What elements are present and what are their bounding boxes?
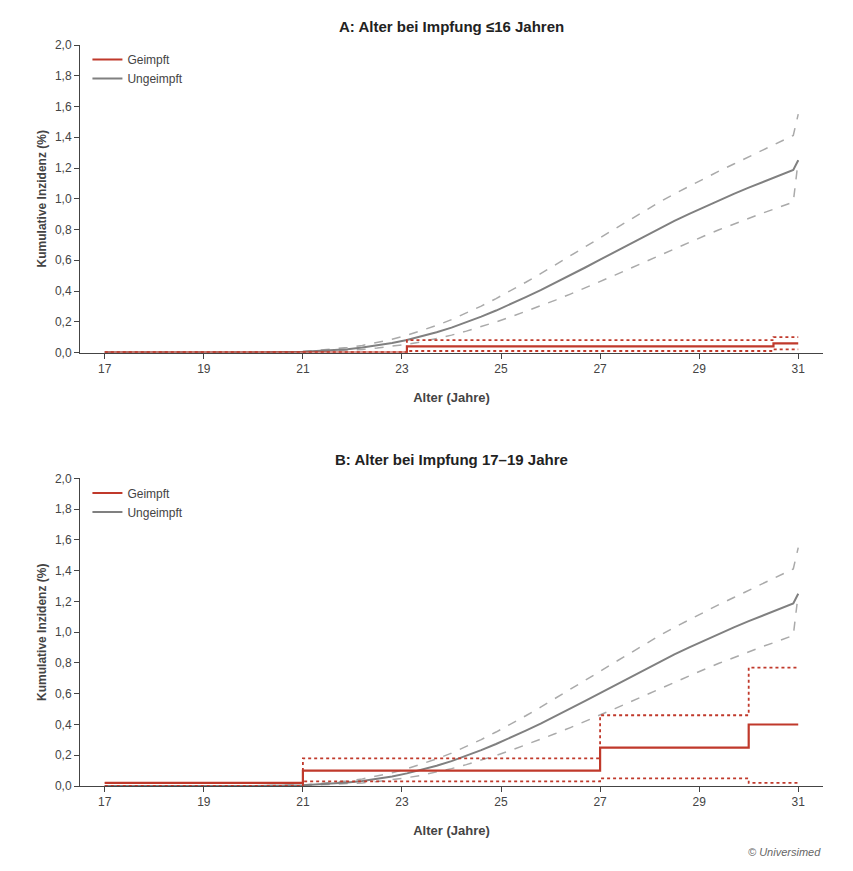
svg-text:0,8: 0,8 <box>55 656 72 670</box>
svg-text:21: 21 <box>296 795 310 809</box>
svg-text:1,6: 1,6 <box>55 100 72 114</box>
svg-text:1,8: 1,8 <box>55 502 72 516</box>
svg-text:1,4: 1,4 <box>55 130 72 144</box>
svg-text:1,0: 1,0 <box>55 192 72 206</box>
svg-text:Geimpft: Geimpft <box>127 53 170 67</box>
svg-text:© Universimed: © Universimed <box>748 846 821 858</box>
svg-text:0,0: 0,0 <box>55 779 72 793</box>
svg-text:1,8: 1,8 <box>55 69 72 83</box>
svg-text:A: Alter bei Impfung ≤16 Jahre: A: Alter bei Impfung ≤16 Jahren <box>339 18 564 35</box>
svg-text:27: 27 <box>593 795 607 809</box>
svg-text:Kumulative Inzidenz (%): Kumulative Inzidenz (%) <box>35 130 49 267</box>
svg-text:17: 17 <box>98 362 112 376</box>
svg-text:0,0: 0,0 <box>55 346 72 360</box>
svg-text:1,0: 1,0 <box>55 625 72 639</box>
svg-text:1,4: 1,4 <box>55 564 72 578</box>
svg-text:25: 25 <box>494 795 508 809</box>
svg-text:0,8: 0,8 <box>55 223 72 237</box>
svg-text:Ungeimpft: Ungeimpft <box>127 72 182 86</box>
svg-text:Alter (Jahre): Alter (Jahre) <box>413 390 490 405</box>
svg-text:29: 29 <box>692 795 706 809</box>
svg-text:27: 27 <box>593 362 607 376</box>
svg-text:1,6: 1,6 <box>55 533 72 547</box>
svg-text:0,2: 0,2 <box>55 748 72 762</box>
svg-text:31: 31 <box>792 795 806 809</box>
svg-text:17: 17 <box>98 795 112 809</box>
svg-text:19: 19 <box>197 362 211 376</box>
svg-text:0,4: 0,4 <box>55 284 72 298</box>
svg-text:31: 31 <box>792 362 806 376</box>
svg-text:Ungeimpft: Ungeimpft <box>127 506 182 520</box>
svg-text:0,6: 0,6 <box>55 253 72 267</box>
svg-text:21: 21 <box>296 362 310 376</box>
svg-text:0,6: 0,6 <box>55 687 72 701</box>
svg-text:19: 19 <box>197 795 211 809</box>
svg-text:23: 23 <box>395 362 409 376</box>
svg-text:2,0: 2,0 <box>55 38 72 52</box>
svg-text:2,0: 2,0 <box>55 472 72 486</box>
svg-text:Alter (Jahre): Alter (Jahre) <box>413 823 490 838</box>
svg-text:23: 23 <box>395 795 409 809</box>
svg-text:Kumulative Inzidenz (%): Kumulative Inzidenz (%) <box>35 564 49 701</box>
svg-text:B: Alter bei Impfung 17–19 Jah: B: Alter bei Impfung 17–19 Jahre <box>335 451 568 468</box>
svg-text:1,2: 1,2 <box>55 595 72 609</box>
svg-text:1,2: 1,2 <box>55 161 72 175</box>
svg-text:Geimpft: Geimpft <box>127 487 170 501</box>
svg-text:0,2: 0,2 <box>55 315 72 329</box>
svg-text:29: 29 <box>692 362 706 376</box>
svg-text:25: 25 <box>494 362 508 376</box>
svg-text:0,4: 0,4 <box>55 718 72 732</box>
